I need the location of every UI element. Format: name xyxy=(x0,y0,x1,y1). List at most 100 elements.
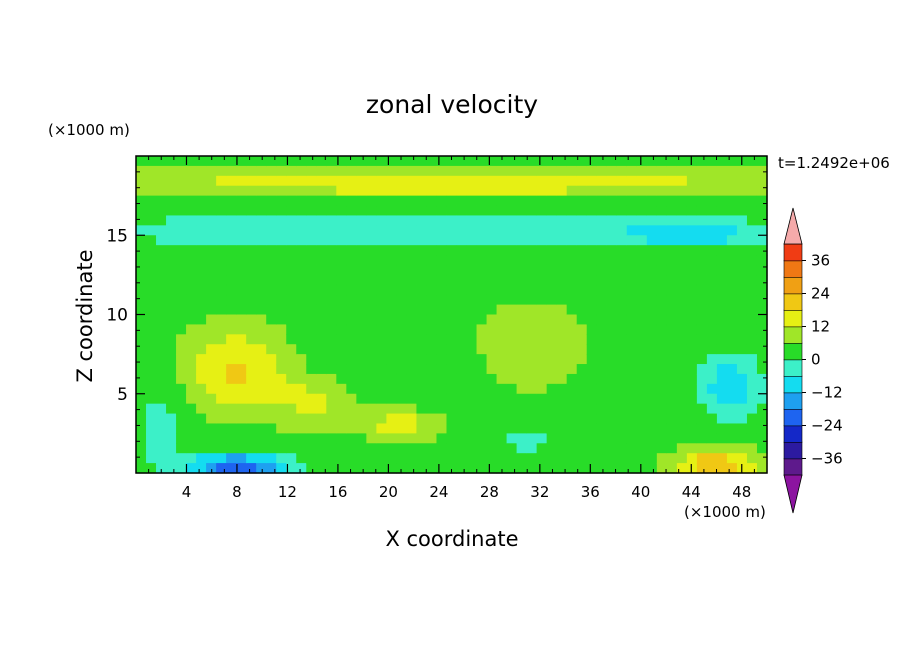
field-cell xyxy=(566,225,578,236)
field-cell xyxy=(306,156,317,167)
field-cell xyxy=(296,215,307,226)
field-cell xyxy=(606,225,618,236)
field-cell xyxy=(246,403,257,415)
field-cell xyxy=(636,403,648,415)
field-cell xyxy=(696,165,708,177)
field-cell xyxy=(316,245,327,256)
field-cell xyxy=(246,225,257,236)
field-cell xyxy=(686,364,698,375)
field-cell xyxy=(186,294,197,306)
field-cell xyxy=(686,433,698,444)
field-cell xyxy=(456,433,468,444)
field-cell xyxy=(606,195,618,207)
field-cell xyxy=(506,403,518,415)
field-cell xyxy=(556,235,568,246)
field-cell xyxy=(506,274,518,286)
field-cell xyxy=(386,235,398,246)
field-cell xyxy=(336,165,347,177)
field-cell xyxy=(436,185,448,197)
field-cell xyxy=(366,274,377,286)
field-cell xyxy=(366,225,377,236)
field-cell xyxy=(736,413,748,425)
field-cell xyxy=(646,354,658,365)
field-cell xyxy=(386,245,398,256)
field-cell xyxy=(186,443,197,454)
field-cell xyxy=(176,354,187,365)
field-cell xyxy=(716,334,728,345)
field-cell xyxy=(666,344,678,355)
field-cell xyxy=(676,443,688,454)
field-cell xyxy=(226,364,237,375)
field-cell xyxy=(376,255,387,266)
field-cell xyxy=(666,195,678,207)
field-cell xyxy=(506,255,518,266)
field-cell xyxy=(386,403,398,415)
time-label: t=1.2492e+06 xyxy=(778,154,890,172)
field-cell xyxy=(636,413,648,425)
field-cell xyxy=(666,274,678,286)
field-cell xyxy=(746,255,758,266)
field-cell xyxy=(176,294,187,306)
y-tick-label: 15 xyxy=(106,226,128,246)
field-cell xyxy=(736,453,748,464)
field-cell xyxy=(186,274,197,286)
field-cell xyxy=(256,314,267,326)
field-cell xyxy=(396,304,408,316)
colorbar-segment xyxy=(783,342,803,361)
field-cell xyxy=(246,156,257,167)
field-cell xyxy=(336,344,347,355)
field-cell xyxy=(456,235,468,246)
field-cell xyxy=(456,354,468,365)
field-cell xyxy=(236,304,247,316)
field-cell xyxy=(646,324,658,335)
field-cell xyxy=(476,175,488,187)
field-cell xyxy=(446,215,458,226)
field-cell xyxy=(556,423,568,434)
field-cell xyxy=(416,423,428,434)
field-cell xyxy=(686,195,698,207)
field-cell xyxy=(386,225,398,236)
field-cell xyxy=(636,165,648,177)
field-cell xyxy=(166,364,177,375)
field-cell xyxy=(136,235,147,246)
field-cell xyxy=(676,156,688,167)
field-cell xyxy=(396,255,408,266)
field-cell xyxy=(346,264,357,276)
field-cell xyxy=(336,205,347,217)
field-cell xyxy=(476,235,488,246)
field-cell xyxy=(136,344,147,355)
field-cell xyxy=(536,403,548,415)
field-cell xyxy=(586,383,598,395)
field-cell xyxy=(296,453,307,464)
field-cell xyxy=(366,443,377,454)
field-cell xyxy=(566,433,578,444)
field-cell xyxy=(426,156,438,167)
field-cell xyxy=(136,195,147,207)
field-cell xyxy=(196,433,207,444)
field-cell xyxy=(276,393,287,405)
field-cell xyxy=(546,205,558,217)
field-cell xyxy=(266,215,277,226)
field-cell xyxy=(466,354,478,365)
field-cell xyxy=(246,383,257,395)
field-cell xyxy=(506,344,518,355)
field-cell xyxy=(366,344,377,355)
field-cell xyxy=(716,264,728,276)
field-cell xyxy=(576,453,588,464)
field-cell xyxy=(206,453,217,464)
field-cell xyxy=(276,245,287,256)
field-cell xyxy=(596,304,608,316)
field-cell xyxy=(136,314,147,326)
field-cell xyxy=(156,245,167,256)
field-cell xyxy=(356,294,367,306)
field-cell xyxy=(546,235,558,246)
field-cell xyxy=(486,284,498,296)
field-cell xyxy=(206,274,217,286)
field-cell xyxy=(606,264,618,276)
field-cell xyxy=(426,433,438,444)
field-cell xyxy=(576,245,588,256)
field-cell xyxy=(206,304,217,316)
field-cell xyxy=(196,156,207,167)
field-cell xyxy=(696,364,708,375)
field-cell xyxy=(176,175,187,187)
